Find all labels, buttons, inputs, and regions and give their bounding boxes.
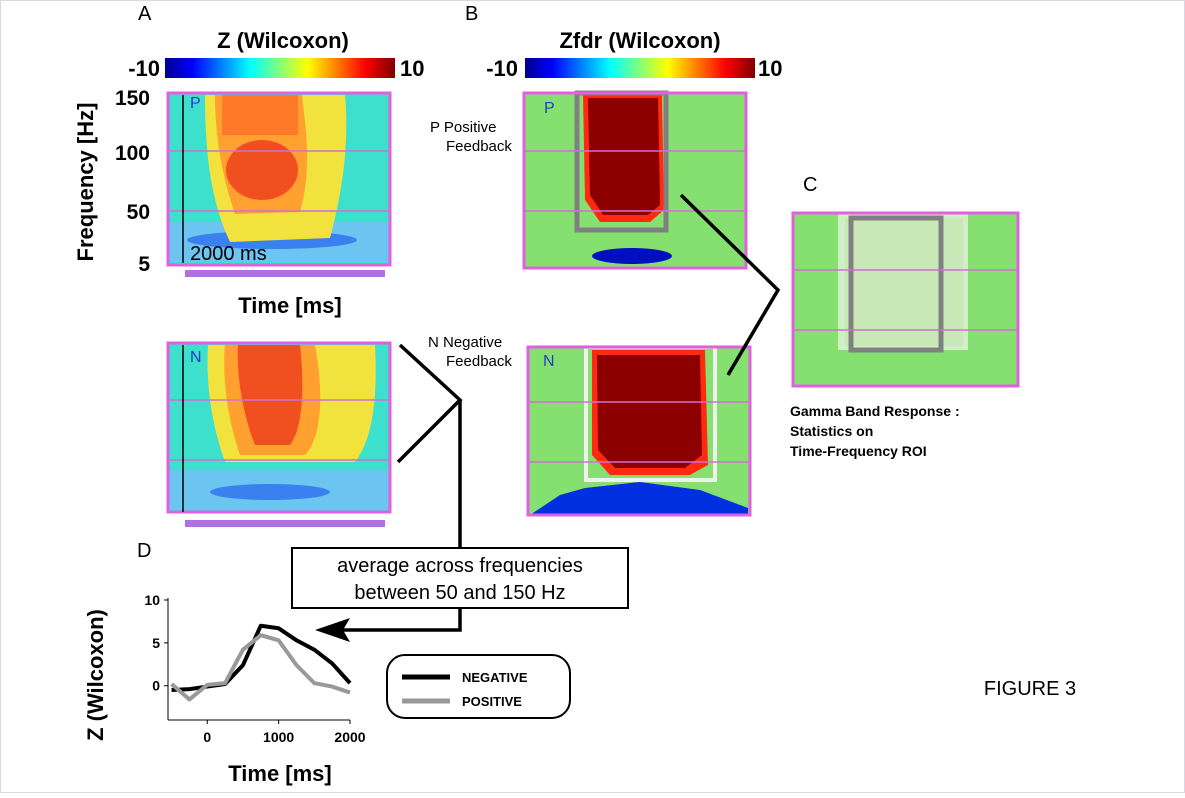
y-tick: 100 xyxy=(115,142,150,165)
note-box xyxy=(291,547,629,609)
legend-label: NEGATIVE xyxy=(462,670,528,685)
caption: Statistics on xyxy=(790,423,873,439)
legend-label: POSITIVE xyxy=(462,694,522,709)
time-bar xyxy=(185,520,385,527)
caption: Time-Frequency ROI xyxy=(790,443,927,459)
y-label: Z (Wilcoxon) xyxy=(83,609,108,741)
x-tick-label: 2000 xyxy=(334,729,365,745)
colorbar-max: 10 xyxy=(400,56,424,81)
y-tick-label: 0 xyxy=(152,678,160,694)
panel-letter: A xyxy=(138,3,152,25)
heatmap xyxy=(166,341,392,514)
colorbar-min: -10 xyxy=(128,56,160,81)
x-tick-label: 1000 xyxy=(263,729,294,745)
figure-label: FIGURE 3 xyxy=(984,678,1076,700)
colorbar xyxy=(165,58,395,78)
connector xyxy=(330,193,781,632)
note: between 50 and 150 Hz xyxy=(354,582,565,604)
condition-label: Feedback xyxy=(446,353,512,370)
scale-label: 2000 ms xyxy=(190,243,267,265)
x-label: Time [ms] xyxy=(228,761,332,786)
note: average across frequencies xyxy=(337,555,583,577)
heatmap xyxy=(166,91,392,267)
series-line xyxy=(170,633,351,702)
panel-letter: D xyxy=(137,540,151,562)
panel-letter: C xyxy=(803,174,817,196)
y-tick: 150 xyxy=(115,87,150,110)
roi-map xyxy=(791,211,1020,388)
condition-label: P Positive xyxy=(430,119,496,136)
condition-label: Feedback xyxy=(446,138,512,155)
colorbar xyxy=(525,58,755,78)
tag: N xyxy=(543,353,555,370)
condition-label: N Negative xyxy=(428,334,502,351)
x-tick-label: 0 xyxy=(203,729,211,745)
colorbar-max: 10 xyxy=(758,56,782,81)
tag: P xyxy=(544,100,555,117)
arrow-head xyxy=(315,618,350,642)
y-tick: 5 xyxy=(138,253,150,276)
caption: Gamma Band Response : xyxy=(790,403,960,419)
colorbar-title: Z (Wilcoxon) xyxy=(217,28,349,53)
colorbar-title: Zfdr (Wilcoxon) xyxy=(559,28,720,53)
colorbar-min: -10 xyxy=(486,56,518,81)
tag: N xyxy=(190,349,202,366)
heatmap xyxy=(526,345,752,517)
panel-letter: B xyxy=(465,3,478,25)
y-tick-label: 5 xyxy=(152,635,160,651)
y-label: Frequency [Hz] xyxy=(73,103,98,262)
heatmap xyxy=(522,90,748,270)
y-tick: 50 xyxy=(127,201,150,224)
tag: P xyxy=(190,95,201,112)
x-label: Time [ms] xyxy=(238,293,342,318)
y-tick-label: 10 xyxy=(144,592,160,608)
time-bar xyxy=(185,270,385,277)
